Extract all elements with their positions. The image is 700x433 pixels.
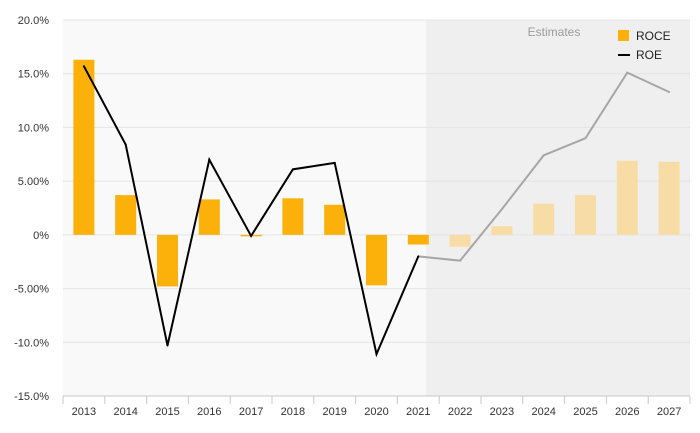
y-tick-label: 10.0% (18, 122, 49, 134)
estimates-band (426, 20, 690, 396)
roe-point-2013 (82, 65, 85, 68)
y-tick-label: -15.0% (14, 391, 49, 403)
y-tick-label: 20.0% (18, 15, 49, 27)
roe-point-2023 (500, 208, 503, 211)
roe-point-2022 (459, 259, 462, 262)
roe-point-2025 (584, 137, 587, 140)
x-tick-label: 2020 (364, 406, 388, 418)
legend-roe-label: ROE (636, 48, 662, 62)
legend: ROCE ROE (618, 29, 671, 62)
roce-bar-2021 (407, 234, 429, 245)
x-tick-label: 2018 (281, 406, 305, 418)
y-tick-label: -5.00% (14, 284, 49, 296)
x-tick-label: 2016 (197, 406, 221, 418)
x-tick-label: 2023 (490, 406, 514, 418)
roe-point-2026 (626, 71, 629, 74)
legend-roce-swatch (618, 30, 629, 41)
y-tick-label: 5.00% (18, 176, 49, 188)
roce-bar-2022 (449, 234, 471, 247)
roce-bar-2018 (282, 198, 304, 235)
roce-bar-2013 (73, 59, 95, 235)
roce-bar-2024 (533, 203, 555, 235)
x-tick-label: 2019 (322, 406, 346, 418)
axes: 20.0% 15.0% 10.0% 5.00% 0% -5.00% -10.0% -15.0%… (14, 15, 691, 418)
roe-point-2018 (291, 168, 294, 171)
roe-point-2027 (668, 90, 671, 93)
estimates-label: Estimates (528, 25, 581, 39)
x-tick-label: 2017 (239, 406, 263, 418)
roce-bar-2014 (115, 195, 137, 235)
x-tick-label: 2025 (573, 406, 597, 418)
x-tick-label: 2026 (615, 406, 639, 418)
roe-point-2021 (417, 255, 420, 258)
y-tick-label: 0% (33, 230, 49, 242)
roce-bar-2019 (324, 204, 346, 235)
roce-bar-2015 (157, 234, 178, 287)
roe-point-2015 (166, 344, 169, 347)
x-tick-label: 2024 (531, 406, 555, 418)
x-tick-label: 2013 (72, 406, 96, 418)
roe-point-2020 (375, 353, 378, 356)
x-tick-label: 2021 (406, 406, 430, 418)
x-tick-label: 2015 (155, 406, 179, 418)
y-tick-label: -10.0% (14, 337, 49, 349)
roe-line (82, 65, 671, 358)
roe-point-2019 (333, 161, 336, 164)
roce-bar-2025 (575, 195, 596, 235)
roe-point-2014 (124, 143, 127, 146)
legend-roce-label: ROCE (636, 29, 671, 43)
roe-point-2017 (250, 234, 253, 237)
x-tick-label: 2014 (113, 406, 137, 418)
roce-bar-2026 (616, 160, 638, 235)
x-tick-label: 2027 (657, 406, 681, 418)
x-tick-label: 2022 (448, 406, 472, 418)
roe-point-2024 (542, 154, 545, 157)
roce-bar-2023 (491, 226, 513, 235)
roce-bar-2016 (198, 199, 220, 235)
roce-bar-2020 (366, 234, 387, 286)
y-tick-label: 15.0% (18, 69, 49, 81)
roe-point-2016 (208, 158, 211, 161)
roce-bar-2027 (658, 161, 680, 235)
roce-bars (73, 59, 680, 287)
